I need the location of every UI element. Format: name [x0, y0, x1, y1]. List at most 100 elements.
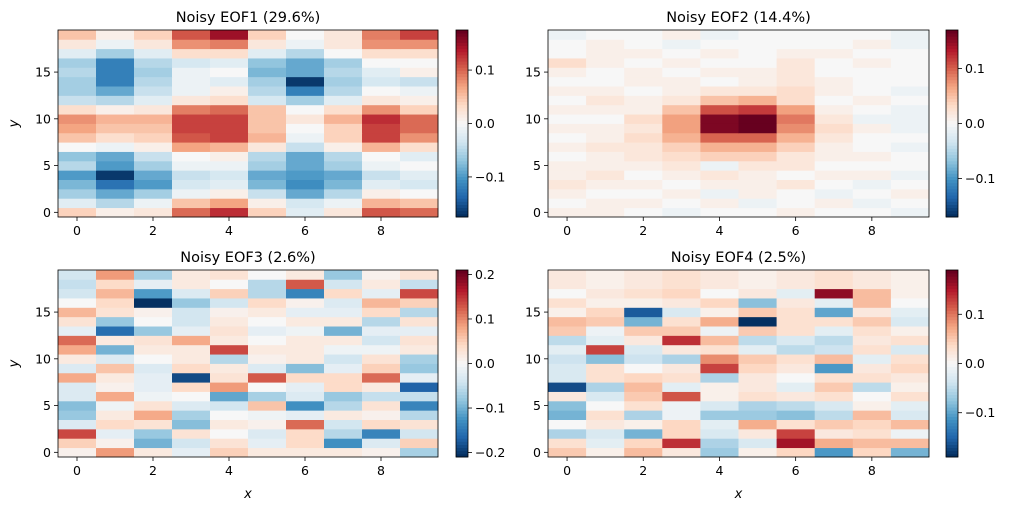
heatmap-cell	[890, 316, 930, 327]
heatmap-cell	[96, 372, 135, 383]
heatmap-cell	[248, 86, 287, 96]
heatmap-cell	[738, 188, 777, 199]
y-tick-label: 10	[525, 111, 541, 126]
heatmap-cell	[362, 95, 401, 106]
x-tick-label: 8	[377, 223, 385, 238]
heatmap-cells	[58, 270, 439, 458]
heatmap-cell	[890, 288, 930, 299]
colorbar-segment	[946, 82, 958, 87]
colorbar-segment	[456, 126, 468, 131]
heatmap-cell	[738, 270, 777, 280]
heatmap-cell	[700, 30, 739, 40]
heatmap-cell	[586, 354, 625, 364]
heatmap-cell	[890, 335, 930, 346]
heatmap-cell	[776, 298, 816, 308]
heatmap-cell	[58, 279, 97, 290]
heatmap-cell	[700, 428, 739, 439]
heatmap-cell	[890, 400, 930, 411]
heatmap-cell	[624, 198, 663, 209]
heatmap-cell	[586, 298, 625, 308]
panel-title: Noisy EOF2 (14.4%)	[666, 10, 811, 26]
colorbar-segment	[946, 185, 958, 190]
heatmap-cell	[776, 288, 816, 299]
colorbar-segment	[456, 48, 468, 53]
heatmap-cell	[548, 354, 587, 364]
heatmap-cell	[776, 58, 816, 68]
heatmap-cell	[96, 316, 135, 327]
heatmap-cell	[172, 58, 211, 68]
heatmap-cell	[624, 123, 663, 134]
heatmap-cell	[624, 326, 663, 336]
heatmap-cell	[210, 114, 249, 124]
heatmap-cell	[852, 428, 892, 439]
heatmap-cell	[890, 114, 930, 124]
colorbar-segment	[456, 101, 468, 106]
heatmap-cell	[662, 354, 701, 364]
heatmap-cell	[362, 104, 401, 115]
heatmap-cell	[624, 76, 663, 87]
colorbar-segment	[456, 104, 468, 109]
heatmap-cell	[286, 438, 325, 449]
colorbar-segment	[946, 391, 958, 396]
heatmap-cell	[58, 132, 97, 143]
colorbar-segment	[946, 192, 958, 196]
colorbar-segment	[456, 111, 468, 115]
heatmap-cell	[134, 363, 173, 374]
y-tick-label: 15	[525, 65, 541, 80]
heatmap-cell	[96, 344, 135, 355]
heatmap-cell	[662, 104, 701, 115]
colorbar-segment	[946, 385, 958, 389]
heatmap-cell	[172, 363, 211, 374]
heatmap-cell	[400, 198, 439, 209]
panel-2: 0 2 4 6 8 0 5 10 15 Noisy EOF2 (14.4%) −0.1 0.0 0.1	[525, 10, 995, 238]
heatmap-cell	[548, 207, 587, 218]
heatmap-cell	[852, 372, 892, 383]
heatmap-cell	[172, 67, 211, 78]
colorbar-segment	[946, 129, 958, 134]
heatmap-cell	[814, 142, 854, 152]
heatmap-cell	[586, 132, 625, 143]
heatmap-cell	[662, 58, 701, 68]
heatmap-cell	[776, 39, 816, 50]
heatmap-cell	[172, 372, 211, 383]
heatmap-cell	[776, 114, 816, 124]
heatmap-cell	[362, 288, 401, 299]
heatmap-cell	[662, 335, 701, 346]
colorbar-segment	[946, 101, 958, 106]
colorbar-tick-label: 0.0	[475, 116, 495, 131]
heatmap-cell	[700, 382, 739, 392]
heatmap-cell	[248, 298, 287, 308]
colorbar-segment	[456, 64, 468, 68]
heatmap-cell	[700, 400, 739, 411]
heatmap-cell	[624, 372, 663, 383]
heatmap-cell	[324, 419, 363, 430]
heatmap-cell	[624, 30, 663, 40]
colorbar-segment	[456, 139, 468, 143]
heatmap-cell	[96, 354, 135, 364]
heatmap-cell	[548, 438, 587, 449]
colorbar-segment	[946, 453, 958, 458]
heatmap-cell	[548, 86, 587, 96]
x-tick-label: 0	[563, 223, 571, 238]
heatmap-cell	[662, 382, 701, 392]
colorbar-segment	[456, 438, 468, 442]
heatmap-cell	[662, 132, 701, 143]
heatmap-cell	[324, 76, 363, 87]
heatmap-cell	[814, 316, 854, 327]
heatmap-cell	[814, 30, 854, 40]
heatmap-cell	[362, 391, 401, 402]
heatmap-cell	[96, 391, 135, 402]
heatmap-cell	[738, 104, 777, 115]
colorbar-segment	[946, 132, 958, 137]
heatmap-cell	[890, 142, 930, 152]
colorbar-segment	[946, 51, 958, 56]
colorbar-segment	[456, 92, 468, 96]
heatmap-cell	[890, 76, 930, 87]
heatmap-cell	[548, 391, 587, 402]
heatmap-cell	[58, 447, 97, 458]
heatmap-cell	[362, 447, 401, 458]
colorbar-segment	[456, 294, 468, 299]
heatmap-cell	[286, 39, 325, 50]
heatmap-cell	[624, 307, 663, 318]
heatmap-cell	[586, 279, 625, 290]
